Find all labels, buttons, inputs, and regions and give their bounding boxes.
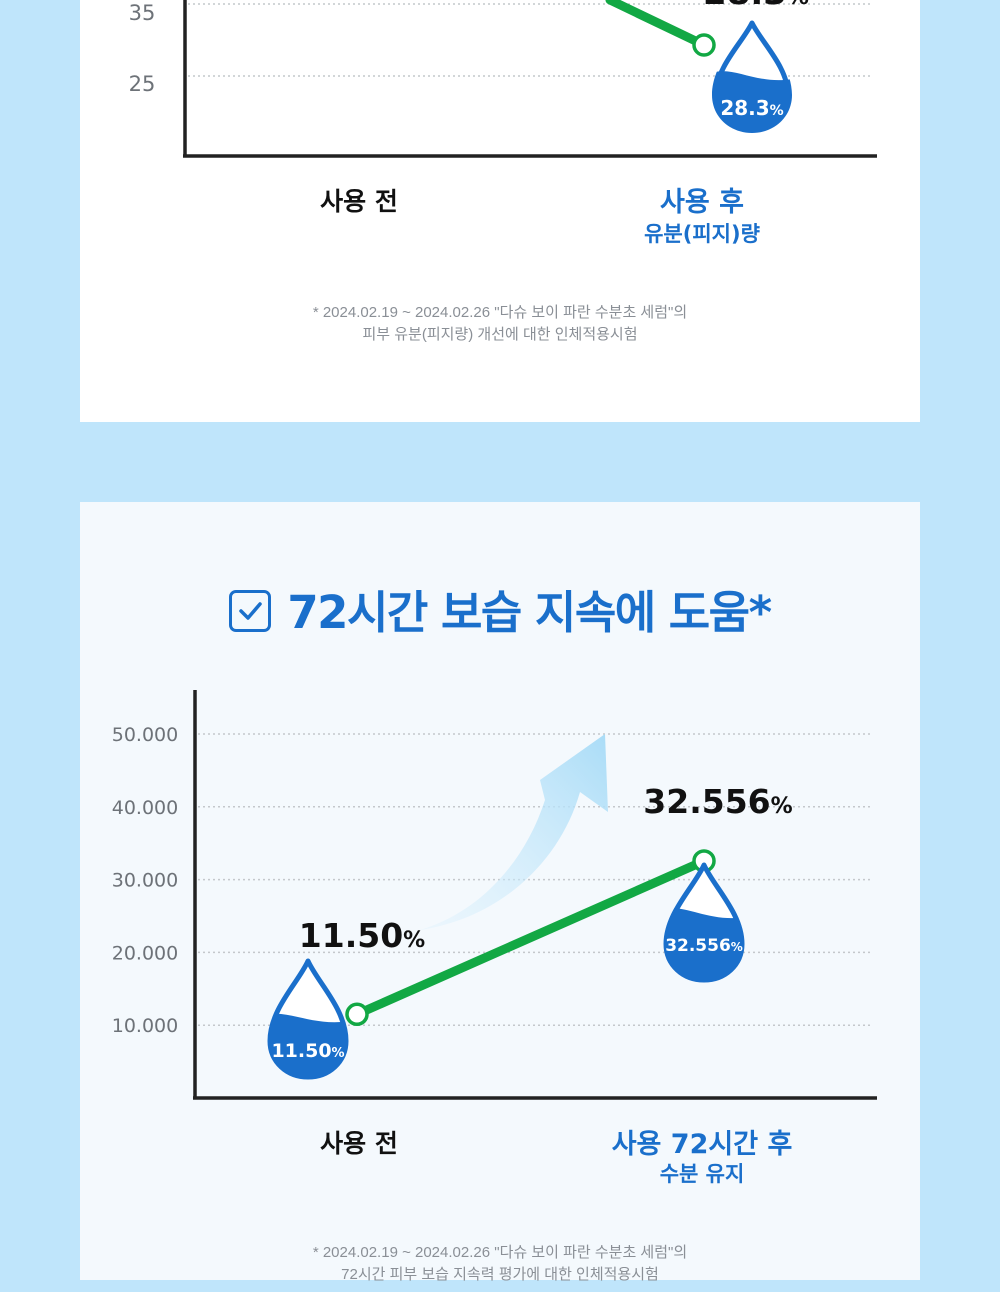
data-point-after <box>692 33 716 57</box>
x-label-after-sub: 유분(피지)량 <box>644 222 760 246</box>
data-label-after: 32.556% <box>643 782 792 821</box>
checkbox-check-icon <box>229 590 272 632</box>
data-label-after: 28.3% <box>703 0 809 13</box>
oil-chart: 35 25 28.3% 28.3% <box>129 0 877 158</box>
x-label-before: 사용 전 <box>320 1129 398 1158</box>
section-title: 72시간 보습 지속에 도움* <box>80 576 920 641</box>
drop-value: 11.50% <box>271 1040 344 1062</box>
y-tick-label: 50.000 <box>112 724 178 746</box>
drop-value: 28.3% <box>720 96 783 120</box>
footnote-line-2: 피부 유분(피지량) 개선에 대한 인체적용시험 <box>362 326 638 343</box>
footnote-line-1: * 2024.02.19 ~ 2024.02.26 "다슈 보이 파란 수분초 … <box>312 1244 688 1261</box>
series-line <box>352 856 709 1019</box>
x-label-after: 사용 후 <box>660 187 744 218</box>
x-label-after: 사용 72시간 후 <box>611 1129 793 1160</box>
footnote-line-1: * 2024.02.19 ~ 2024.02.26 "다슈 보이 파란 수분초 … <box>312 304 688 321</box>
section-title-text: 72시간 보습 지속에 도움* <box>287 586 772 639</box>
y-tick-label: 30.000 <box>112 870 178 892</box>
rising-arrow-icon <box>420 734 608 930</box>
data-point-before <box>345 1002 369 1027</box>
drop-value: 32.556% <box>665 936 743 956</box>
x-label-after-sub: 수분 유지 <box>659 1162 745 1186</box>
series-line <box>605 0 709 50</box>
footnote-line-2: 72시간 피부 보습 지속력 평가에 대한 인체적용시험 <box>341 1266 659 1283</box>
x-label-before: 사용 전 <box>320 187 398 216</box>
panel-oil-reduction: 35 25 28.3% 28.3% 사용 전 사용 후 유분(피지)량 * 20… <box>80 0 920 422</box>
water-drop-icon: 28.3% <box>712 20 792 133</box>
water-drop-icon: 11.50% <box>267 958 349 1080</box>
y-tick-label: 10.000 <box>112 1015 178 1037</box>
moisture-chart: 50.000 40.000 30.000 20.000 10.000 11.50% 32… <box>112 690 877 1100</box>
y-tick-label: 40.000 <box>112 797 178 819</box>
water-drop-icon: 32.556% <box>663 862 745 983</box>
y-tick-label: 35 <box>129 1 156 25</box>
y-tick-label: 25 <box>129 72 156 96</box>
y-tick-label: 20.000 <box>112 942 178 964</box>
panel-moisture-72h: 72시간 보습 지속에 도움* 50.000 40.000 30.000 20.000… <box>80 502 920 1283</box>
data-label-before: 11.50% <box>299 916 425 955</box>
